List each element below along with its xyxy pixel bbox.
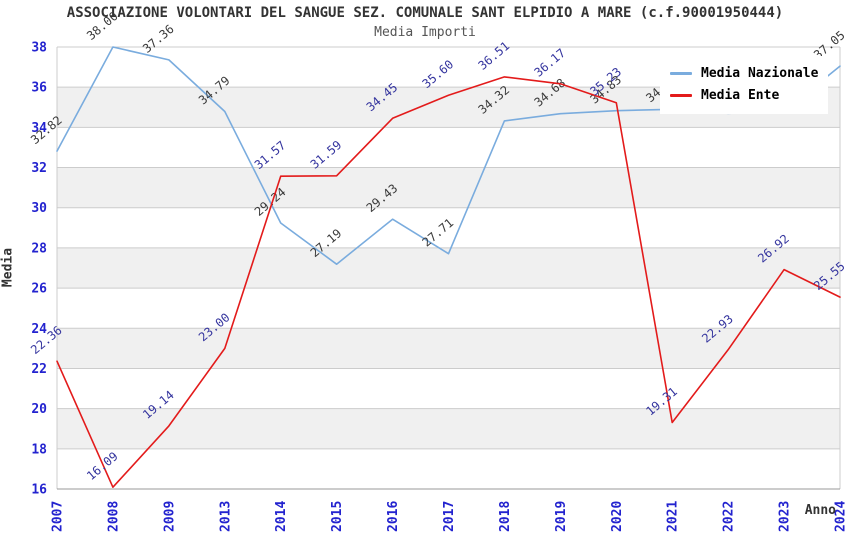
svg-text:2009: 2009 — [162, 501, 177, 532]
svg-text:2015: 2015 — [330, 501, 345, 532]
point-label-media-ente: 35.60 — [420, 57, 457, 91]
svg-text:2013: 2013 — [218, 501, 233, 532]
legend-label: Media Ente — [701, 87, 780, 103]
svg-text:2018: 2018 — [498, 501, 513, 532]
point-label-media-ente: 16.09 — [84, 449, 121, 483]
svg-text:38: 38 — [31, 41, 47, 56]
chart-subtitle: Media Importi — [374, 25, 476, 40]
legend-item-media-ente: Media Ente — [670, 84, 818, 106]
svg-text:30: 30 — [31, 201, 47, 216]
svg-text:24: 24 — [31, 322, 47, 337]
point-label-media-ente: 36.17 — [531, 46, 568, 80]
legend: Media Nazionale Media Ente — [660, 56, 829, 114]
svg-text:2024: 2024 — [834, 501, 849, 532]
y-axis-title: Media — [0, 247, 16, 288]
svg-text:22: 22 — [31, 362, 47, 377]
svg-text:36: 36 — [31, 81, 47, 96]
point-label-media-nazionale: 37.36 — [140, 22, 177, 56]
plot-bands — [57, 87, 840, 449]
legend-item-media-nazionale: Media Nazionale — [670, 62, 818, 84]
svg-text:2020: 2020 — [610, 501, 625, 532]
svg-text:34: 34 — [31, 121, 47, 136]
svg-text:20: 20 — [31, 402, 47, 417]
svg-text:2008: 2008 — [106, 501, 121, 532]
svg-text:32: 32 — [31, 161, 47, 176]
chart-title: ASSOCIAZIONE VOLONTARI DEL SANGUE SEZ. C… — [66, 5, 784, 21]
plot-gridlines — [56, 46, 841, 490]
svg-text:2007: 2007 — [51, 501, 66, 532]
line-swatch-nazionale — [670, 71, 692, 75]
svg-text:2021: 2021 — [666, 501, 681, 532]
svg-text:16: 16 — [31, 483, 47, 498]
svg-text:2017: 2017 — [442, 501, 457, 532]
line-swatch-ente — [670, 93, 692, 97]
svg-text:26: 26 — [31, 282, 47, 297]
svg-text:2023: 2023 — [778, 501, 793, 532]
svg-text:2016: 2016 — [386, 501, 401, 532]
point-label-media-nazionale: 27.71 — [420, 216, 457, 250]
svg-text:2022: 2022 — [722, 501, 737, 532]
point-label-media-ente: 31.59 — [308, 138, 345, 172]
point-label-media-ente: 36.51 — [475, 39, 512, 73]
svg-text:2019: 2019 — [554, 501, 569, 532]
svg-text:28: 28 — [31, 241, 47, 256]
x-axis-title: Anno — [804, 503, 836, 518]
point-label-media-nazionale: 38.00 — [84, 9, 121, 43]
point-label-media-ente: 31.57 — [252, 138, 289, 172]
svg-text:18: 18 — [31, 442, 47, 457]
x-axis-ticks: 2007 2008 2009 2013 2014 2015 2016 2017 2018 2019… — [51, 501, 849, 532]
y-axis-ticks: 16 18 20 22 24 26 28 30 32 34 36 38 — [31, 41, 47, 498]
legend-label: Media Nazionale — [701, 65, 819, 81]
svg-text:2014: 2014 — [274, 501, 289, 532]
